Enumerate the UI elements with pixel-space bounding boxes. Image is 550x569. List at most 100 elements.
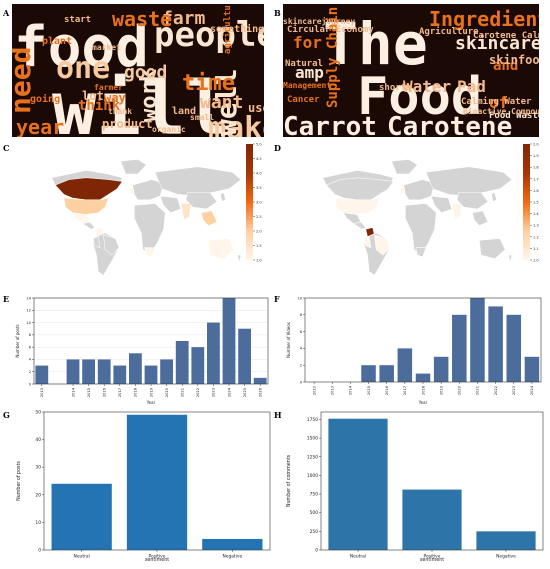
map-d-country-brazil	[374, 234, 391, 256]
x-tick-label: 2017	[118, 388, 122, 397]
y-axis-label: Number of comments	[286, 454, 292, 507]
panel-label-a: A	[3, 8, 10, 18]
y-axis-label: Number of posts	[15, 324, 20, 357]
panel-label-d: D	[274, 143, 281, 153]
panel-label-c: C	[3, 143, 10, 153]
map-d-country-canada	[325, 177, 394, 201]
wordcloud-b-word: Food	[357, 67, 482, 127]
map-c-country-usa	[63, 197, 109, 215]
wordcloud-a-word: land	[172, 106, 196, 117]
map-c-colorbar	[246, 144, 253, 260]
wordcloud-b-word: skincare	[455, 33, 539, 54]
wordcloud-a-word: makes	[208, 111, 264, 137]
map-d-colorbar-tick: 1.1	[533, 247, 539, 251]
y-tick-label: 50	[35, 410, 41, 416]
x-tick-label: 2015	[87, 388, 91, 397]
map-c-colorbar-tick: 2.5	[256, 215, 262, 219]
map-c-colorbar-tick: 3.5	[256, 186, 262, 190]
map-d-country-middle-east	[430, 195, 453, 214]
wordcloud-a-word: market	[92, 43, 121, 52]
bar-neutral	[328, 418, 388, 550]
map-c-colorbar-tick: 3.0	[256, 201, 262, 205]
y-tick-label: 30	[35, 465, 41, 471]
map-d-country-india	[451, 203, 463, 221]
wordcloud-a-word: work	[137, 69, 162, 122]
map-d-colorbar-tick: 1.7	[533, 177, 539, 181]
bar-2014	[66, 359, 80, 384]
x-tick-label: 2021	[476, 386, 480, 395]
x-tick-label: 2018	[421, 385, 425, 395]
y-tick-label: 750	[310, 492, 319, 498]
bar-negative	[202, 538, 263, 550]
x-tick-label: Negative	[496, 553, 516, 559]
y-tick-label: 8	[29, 333, 32, 337]
wordcloud-a-word: farm	[162, 8, 206, 29]
map-d-country-uk	[399, 186, 405, 195]
bar-2019	[433, 356, 449, 382]
x-tick-label: 2015	[367, 386, 371, 395]
x-axis-label: Year	[146, 400, 156, 405]
y-tick-label: 4	[29, 358, 32, 362]
y-tick-label: 500	[310, 510, 319, 516]
y-tick-label: 10	[26, 321, 31, 325]
bar-2021	[470, 298, 485, 382]
plot-frame	[304, 297, 542, 383]
wordcloud-a-word: will	[52, 66, 230, 137]
x-tick-label: Negative	[222, 553, 242, 559]
y-tick-label: 0	[300, 380, 303, 384]
wordcloud-b: TheFoodCarrotCaroteneIngredientsskincare…	[283, 4, 539, 137]
map-d-colorbar-tick: 1.9	[533, 154, 539, 158]
plot-frame	[43, 411, 271, 551]
x-tick-label: 2023	[212, 388, 216, 397]
wordcloud-b-svg: TheFoodCarrotCaroteneIngredientsskincare…	[283, 7, 539, 137]
x-tick-label: 2026	[258, 387, 262, 397]
map-c-country-india	[180, 203, 192, 221]
y-tick-label: 1500	[307, 436, 318, 442]
map-d-country-central-america	[353, 221, 367, 230]
map-c-colorbar-tick: 2.0	[256, 230, 262, 234]
x-tick-label: 2018	[134, 387, 138, 397]
world-map-c: 5.0 4.5 4.0 3.5 3.0 2.5 2.0 1.5 1.0	[12, 142, 272, 289]
world-map-d: 2.0 1.9 1.8 1.7 1.6 1.5 1.4 1.3 1.2 1.1 1.0	[283, 142, 545, 289]
wordcloud-a-word: time	[182, 71, 235, 96]
x-tick-label: 2020	[458, 385, 462, 395]
x-tick-label: 2025	[243, 388, 247, 397]
x-tick-label: Neutral	[350, 553, 366, 559]
wordcloud-b-word: Pad	[457, 77, 486, 96]
x-tick-label: 2024	[530, 385, 534, 395]
map-c-colorbar-tick: 5.0	[256, 143, 262, 147]
wordcloud-a-word: want	[200, 92, 243, 113]
x-tick-label: 2019	[149, 387, 153, 397]
y-tick-label: 8	[300, 313, 303, 317]
x-tick-label: 2023	[512, 386, 516, 395]
map-d-colorbar-tick: 1.3	[533, 224, 539, 228]
map-c-country-australia	[208, 238, 235, 260]
bar-2026	[253, 377, 267, 384]
wordcloud-b-word: Ingredients	[429, 7, 539, 31]
x-tick-label: 2017	[403, 386, 407, 395]
map-d-colorbar-tick: 1.2	[533, 235, 539, 239]
wordcloud-b-word: Food Waste	[489, 111, 539, 121]
y-tick-label: 12	[26, 309, 31, 313]
map-c-country-china	[185, 192, 218, 210]
wordcloud-a-word: farmer	[94, 83, 123, 92]
x-axis-label: sentiment	[420, 557, 444, 563]
map-c-country-brazil	[103, 234, 120, 256]
world-map-c-svg: 5.0 4.5 4.0 3.5 3.0 2.5 2.0 1.5 1.0	[51, 143, 262, 276]
bar-2023	[506, 314, 522, 382]
bar-2020	[452, 314, 467, 382]
bar-2023	[207, 322, 220, 384]
wordcloud-a-word: agriculture	[222, 4, 233, 54]
bar-negative	[476, 531, 536, 550]
bar-2016	[97, 359, 111, 384]
map-d-colorbar-tick: 1.0	[533, 259, 539, 263]
wordcloud-a-word: thank	[108, 107, 132, 116]
bar-2013	[35, 365, 49, 384]
y-tick-label: 0	[29, 382, 32, 386]
wordcloud-b-word: and	[493, 58, 518, 74]
bar-2017	[113, 365, 127, 384]
x-tick-label: Positive	[149, 553, 166, 559]
wordcloud-b-word: skinfood	[489, 53, 539, 67]
map-c-country-europe	[132, 179, 164, 201]
x-tick-label: 2019	[439, 385, 443, 395]
